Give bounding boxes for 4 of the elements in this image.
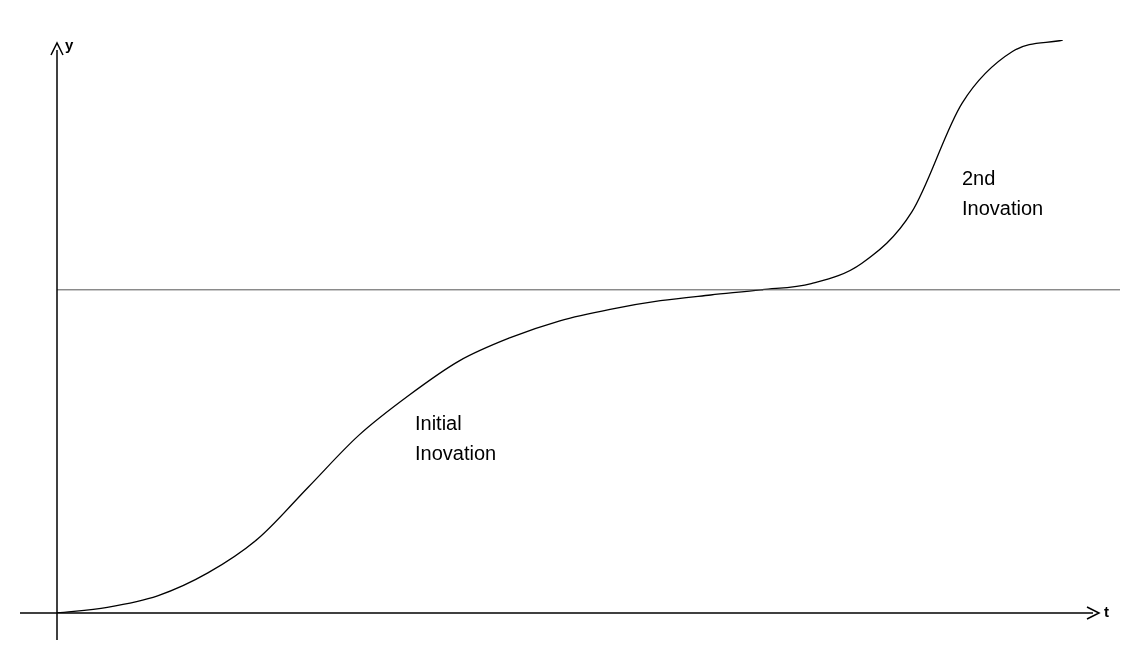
x-axis-title: t [1104, 603, 1109, 621]
y-axis-title: y [65, 36, 74, 54]
annotation: 2nd Inovation [962, 167, 1044, 219]
annotation: Initial Inovation [415, 412, 497, 464]
